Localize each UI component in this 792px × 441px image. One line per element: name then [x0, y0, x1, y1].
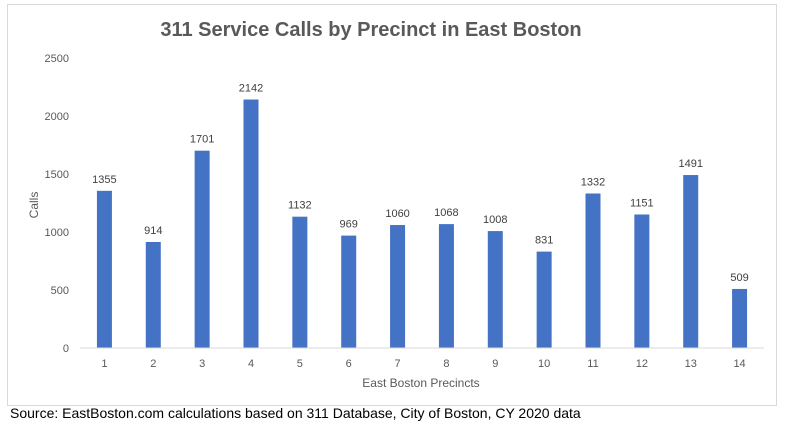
data-label: 1068: [434, 207, 458, 219]
y-tick-label: 0: [63, 343, 69, 355]
bar: [585, 193, 601, 348]
data-label: 2142: [239, 83, 263, 95]
chart-title: 311 Service Calls by Precinct in East Bo…: [160, 19, 581, 41]
bar: [487, 231, 503, 348]
x-tick-label: 4: [248, 358, 254, 370]
x-axis-ticks: 1 2 3 4 5 6 7 8 9 10 11 12 13 14: [101, 358, 745, 370]
bar: [194, 150, 210, 348]
bar: [683, 175, 699, 348]
y-axis-ticks: 0 500 1000 1500 2000 2500: [45, 53, 69, 355]
data-label: 1151: [630, 197, 654, 209]
bar: [341, 235, 357, 348]
data-label: 914: [144, 225, 162, 237]
bar: [634, 214, 650, 348]
data-label: 1355: [92, 174, 116, 186]
data-label: 1008: [483, 214, 507, 226]
x-axis-label: East Boston Precincts: [362, 376, 479, 390]
data-labels: 1355 914 1701 2142 1132 969 1060 1068 1008 831 133…: [92, 83, 749, 284]
x-tick-label: 13: [685, 358, 697, 370]
x-tick-label: 5: [297, 358, 303, 370]
x-tick-label: 1: [101, 358, 107, 370]
data-label: 1132: [288, 200, 312, 212]
data-label: 1332: [581, 176, 605, 188]
bars: [96, 99, 748, 348]
y-tick-label: 500: [51, 285, 69, 297]
bar: [292, 216, 308, 348]
bar: [732, 288, 748, 348]
x-tick-label: 7: [395, 358, 401, 370]
data-label: 1491: [678, 158, 702, 170]
data-label: 1060: [385, 208, 409, 220]
y-tick-label: 2500: [45, 53, 69, 65]
y-tick-label: 1500: [45, 169, 69, 181]
bar: [536, 251, 552, 348]
data-label: 1701: [190, 134, 214, 146]
x-tick-label: 12: [636, 358, 648, 370]
bar: [145, 241, 161, 348]
y-tick-label: 2000: [45, 111, 69, 123]
data-label: 831: [535, 235, 553, 247]
data-label: 969: [340, 219, 358, 231]
x-tick-label: 10: [538, 358, 550, 370]
source-note: Source: EastBoston.com calculations base…: [10, 405, 581, 421]
x-tick-label: 14: [733, 358, 745, 370]
bar: [243, 99, 259, 348]
data-label: 509: [730, 272, 748, 284]
x-tick-label: 11: [587, 358, 598, 370]
bar: [96, 190, 112, 348]
bar: [438, 224, 454, 348]
bar: [390, 225, 406, 348]
y-axis-label: Calls: [27, 192, 41, 219]
y-tick-label: 1000: [45, 227, 69, 239]
x-tick-label: 3: [199, 358, 205, 370]
x-tick-label: 2: [150, 358, 156, 370]
x-tick-label: 9: [492, 358, 498, 370]
x-tick-label: 6: [346, 358, 352, 370]
x-tick-label: 8: [443, 358, 449, 370]
